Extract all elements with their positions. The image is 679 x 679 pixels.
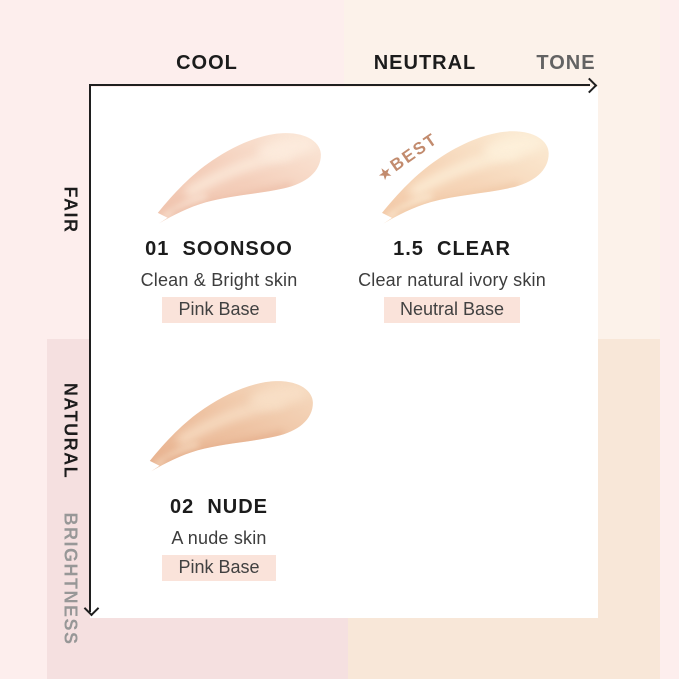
product-title: 01 SOONSOO bbox=[145, 238, 293, 260]
x-axis-line bbox=[89, 84, 590, 86]
x-tick-cool: COOL bbox=[176, 52, 238, 74]
product-base-badge: Neutral Base bbox=[383, 297, 521, 323]
swatch-02-nude bbox=[149, 381, 313, 472]
y-axis-line bbox=[89, 84, 91, 612]
product-card-01-soonsoo: 01 SOONSOO Clean & Bright skin Pink Base bbox=[89, 238, 349, 323]
y-axis-title: BRIGHTNESS bbox=[60, 512, 81, 646]
swatch-15-clear bbox=[382, 131, 549, 224]
product-card-02-nude: 02 NUDE A nude skin Pink Base bbox=[89, 496, 349, 581]
swatch-01-soonsoo bbox=[157, 133, 321, 224]
y-tick-fair: FAIR bbox=[60, 186, 81, 234]
product-base-badge: Pink Base bbox=[162, 555, 276, 581]
x-axis-title: TONE bbox=[536, 52, 596, 74]
product-base-badge: Pink Base bbox=[162, 297, 276, 323]
product-description: Clean & Bright skin bbox=[140, 270, 298, 290]
product-title: 02 NUDE bbox=[169, 496, 269, 518]
x-tick-neutral: NEUTRAL bbox=[373, 52, 477, 74]
product-card-15-clear: 1.5 CLEAR Clear natural ivory skin Neutr… bbox=[322, 238, 582, 323]
product-title: 1.5 CLEAR bbox=[393, 238, 511, 260]
product-description: Clear natural ivory skin bbox=[358, 270, 546, 290]
y-tick-natural: NATURAL bbox=[60, 382, 81, 480]
product-description: A nude skin bbox=[171, 528, 267, 548]
